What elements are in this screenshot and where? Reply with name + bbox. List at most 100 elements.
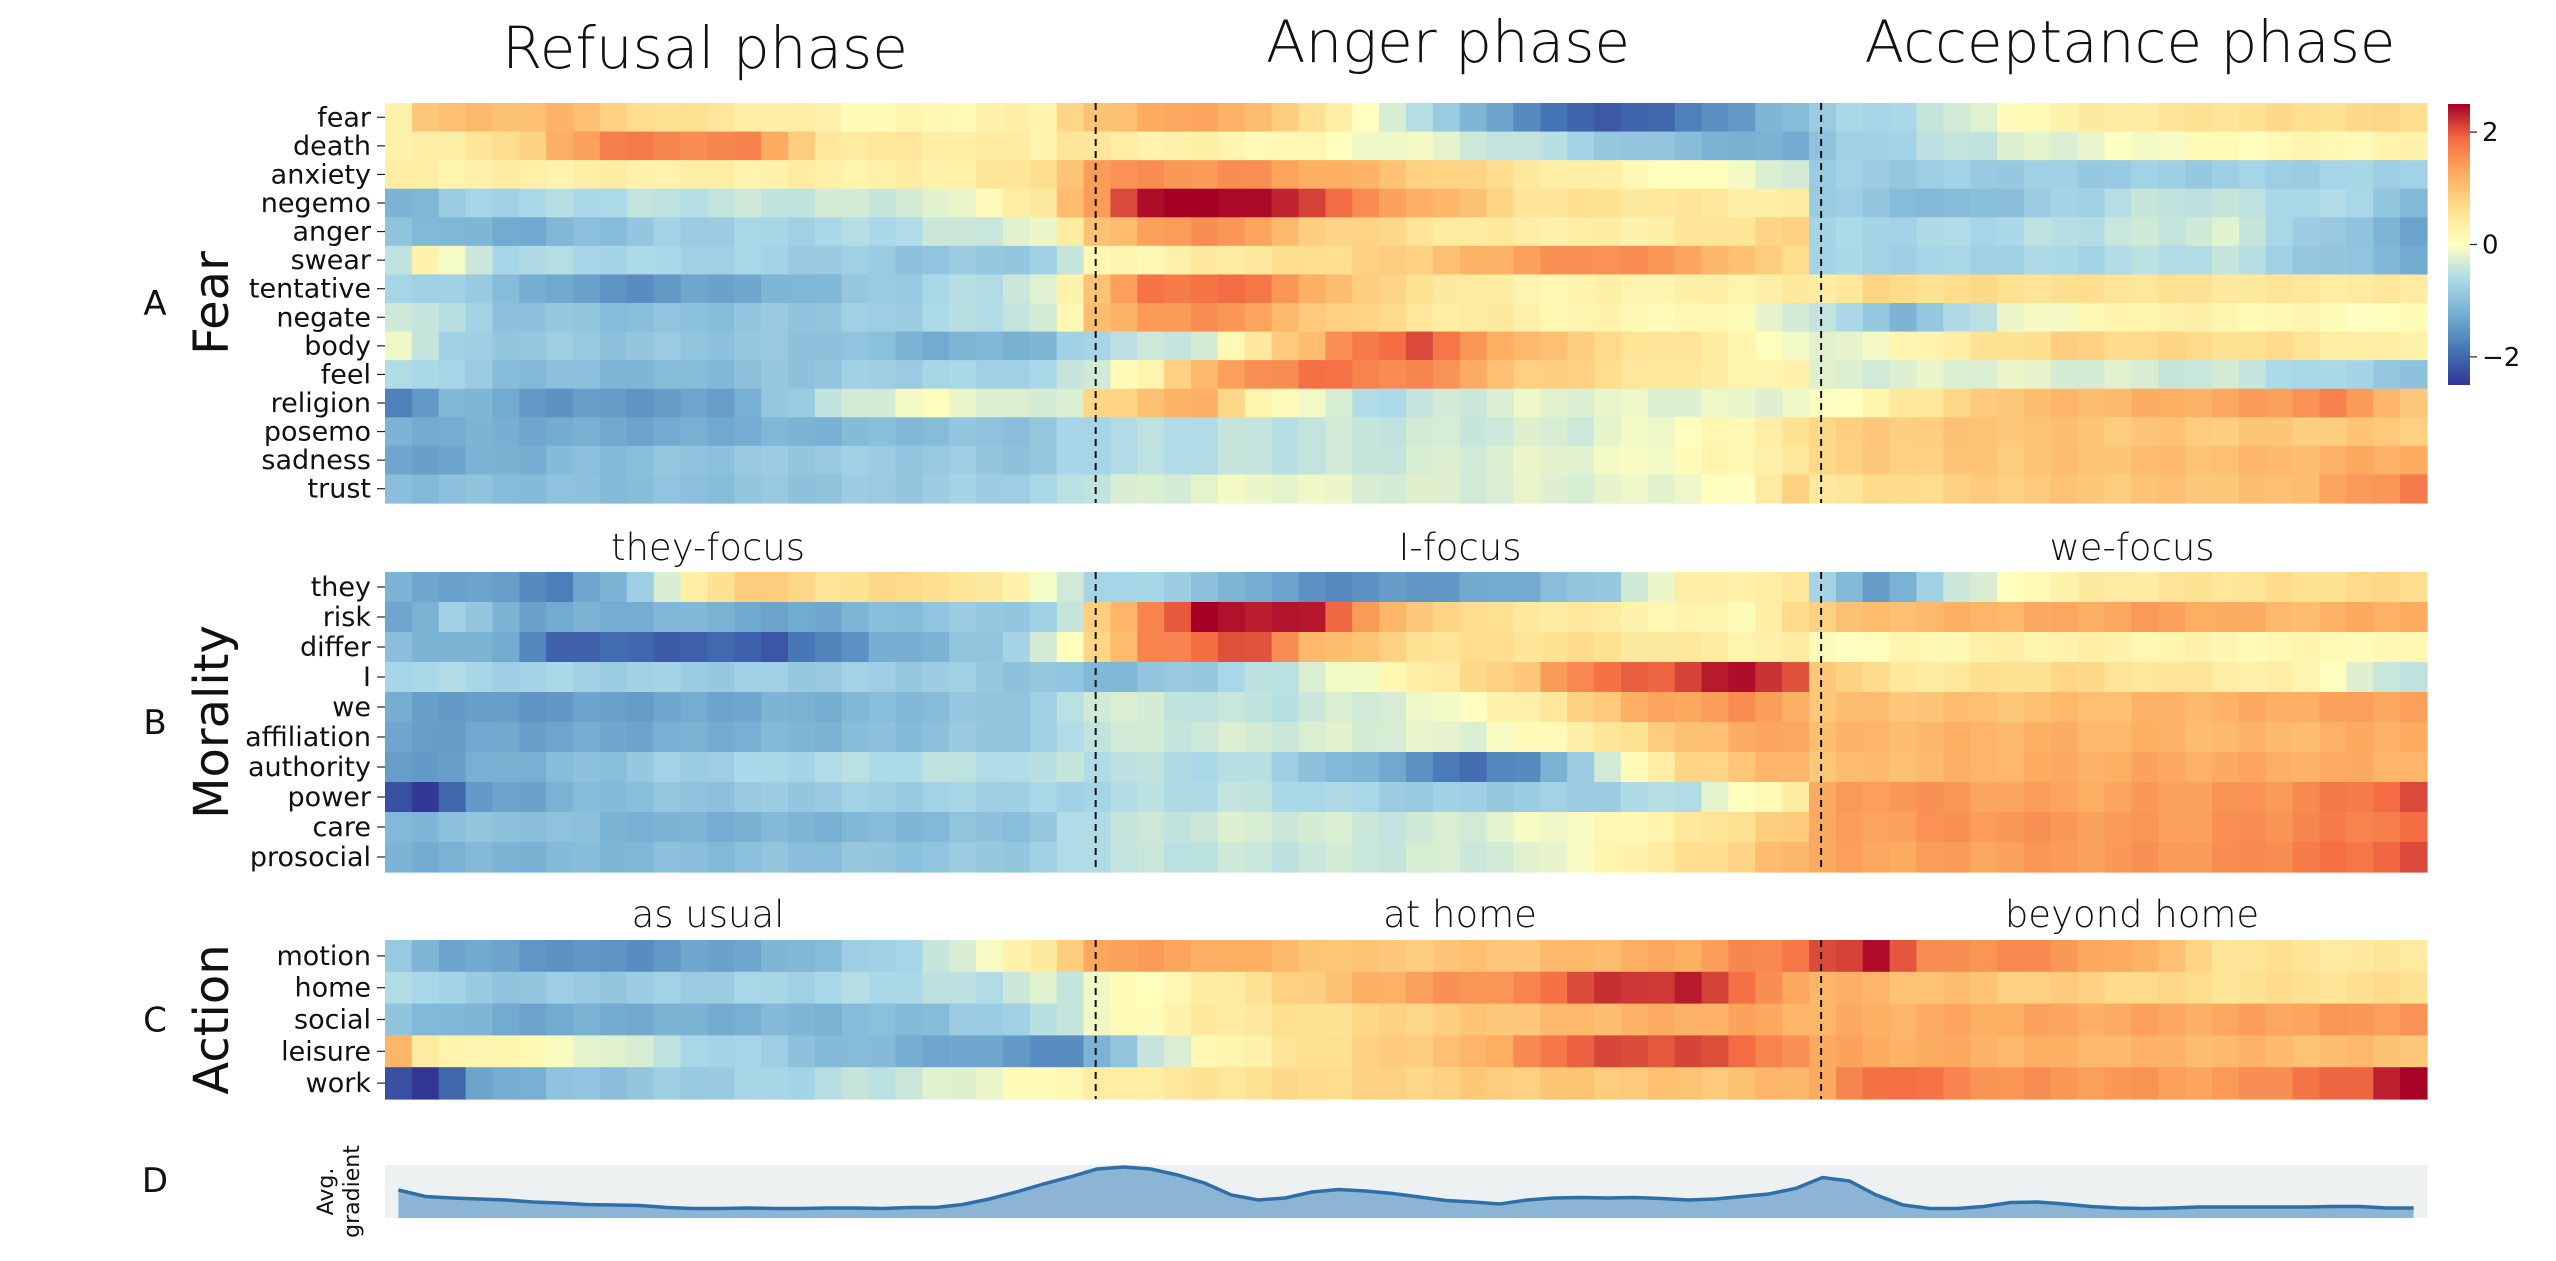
heatmap-cell [546, 131, 574, 161]
heatmap-cell [519, 752, 547, 783]
heatmap-cell [1889, 971, 1918, 1005]
heatmap-cell [2319, 971, 2347, 1005]
heatmap-cell [707, 971, 735, 1005]
heatmap-cell [573, 662, 601, 693]
heatmap-cell [492, 842, 520, 873]
heatmap-cell [2104, 417, 2133, 447]
heatmap-cell [895, 474, 923, 504]
heatmap-cell [546, 217, 574, 247]
heatmap-cell [1997, 331, 2025, 361]
heatmap-cell [1970, 971, 1998, 1005]
heatmap-cell [1406, 388, 1434, 418]
heatmap-cell [626, 303, 655, 333]
heatmap-cell [814, 572, 843, 603]
heatmap-cell [922, 388, 950, 418]
heatmap-cell [1728, 1003, 1756, 1036]
heatmap-cell [1217, 632, 1246, 663]
heatmap-cell [653, 274, 682, 304]
heatmap-cell [519, 274, 547, 304]
heatmap-cell [2104, 662, 2133, 693]
heatmap-cell [1540, 692, 1568, 723]
heatmap-cell [680, 602, 709, 633]
heatmap-cell [949, 103, 977, 133]
heatmap-cell [1379, 1067, 1407, 1100]
heatmap-cell [653, 245, 682, 276]
heatmap-cell [1164, 1067, 1192, 1100]
heatmap-cell [2292, 1035, 2321, 1068]
heatmap-cell [2373, 1003, 2401, 1036]
heatmap-cell [546, 842, 574, 873]
heatmap-cell [707, 812, 735, 843]
heatmap-cell [868, 388, 897, 418]
heatmap-cell [814, 274, 843, 304]
heatmap-cell [1540, 752, 1568, 783]
heatmap-cell [1997, 722, 2025, 753]
heatmap-cell [2158, 331, 2186, 361]
heatmap-cell [438, 812, 467, 843]
heatmap-cell [626, 940, 655, 973]
heatmap-cell [1782, 217, 1810, 247]
heatmap-cell [465, 417, 494, 447]
heatmap-cell [1943, 188, 1971, 218]
heatmap-cell [2158, 752, 2186, 783]
row-label-motion: motion [276, 941, 371, 972]
heatmap-cell [1835, 752, 1864, 783]
heatmap-cell [1110, 842, 1138, 873]
heatmap-cell [814, 188, 843, 218]
heatmap-cell [2238, 940, 2267, 973]
heatmap-cell [707, 360, 735, 390]
heatmap-cell [2131, 360, 2159, 390]
heatmap-cell [2023, 217, 2052, 247]
heatmap-cell [626, 842, 655, 873]
heatmap-cell [895, 188, 923, 218]
heatmap-cell [1674, 602, 1703, 633]
heatmap-cell [1432, 812, 1461, 843]
heatmap-cell [1513, 360, 1541, 390]
heatmap-cell [1728, 331, 1756, 361]
heatmap-cell [868, 360, 897, 390]
heatmap-cell [707, 274, 735, 304]
heatmap-cell [1916, 662, 1944, 693]
heatmap-cell [2265, 692, 2294, 723]
heatmap-cell [1325, 752, 1353, 783]
heatmap-cell [761, 160, 789, 190]
heatmap-cell [1352, 303, 1380, 333]
heatmap-cell [1674, 940, 1703, 973]
heatmap-cell [1056, 692, 1085, 723]
heatmap-cell [573, 131, 601, 161]
heatmap-cell [680, 474, 709, 504]
heatmap-cell [1379, 217, 1407, 247]
heatmap-cell [1083, 188, 1112, 218]
heatmap-cell [2131, 632, 2159, 663]
heatmap-row-care [385, 812, 2428, 843]
heatmap-cell [573, 103, 601, 133]
heatmap-cell [1620, 662, 1649, 693]
heatmap-cell [573, 572, 601, 603]
heatmap-cell [680, 445, 709, 476]
heatmap-cell [1674, 572, 1703, 603]
heatmap-cell [680, 812, 709, 843]
heatmap-cell [1728, 1067, 1756, 1100]
heatmap-cell [1728, 602, 1756, 633]
heatmap-cell [1191, 692, 1219, 723]
heatmap-cell [1647, 662, 1676, 693]
heatmap-cell [2185, 632, 2213, 663]
heatmap-cell [1164, 842, 1192, 873]
heatmap-cell [1943, 1003, 1971, 1036]
heatmap-cell [2238, 572, 2267, 603]
heatmap-cell [1970, 602, 1998, 633]
heatmap-cell [1486, 722, 1515, 753]
heatmap-cell [2373, 103, 2401, 133]
heatmap-cell [2238, 103, 2267, 133]
heatmap-cell [2373, 662, 2401, 693]
heatmap-cell [2319, 360, 2347, 390]
heatmap-cell [2346, 388, 2374, 418]
row-label-death: death [293, 131, 371, 162]
heatmap-cell [707, 131, 735, 161]
heatmap-cell [1432, 360, 1461, 390]
heatmap-cell [438, 971, 467, 1005]
heatmap-cell [814, 692, 843, 723]
heatmap-cell [761, 752, 789, 783]
heatmap-cell [707, 1035, 735, 1068]
heatmap-cell [2400, 602, 2428, 633]
